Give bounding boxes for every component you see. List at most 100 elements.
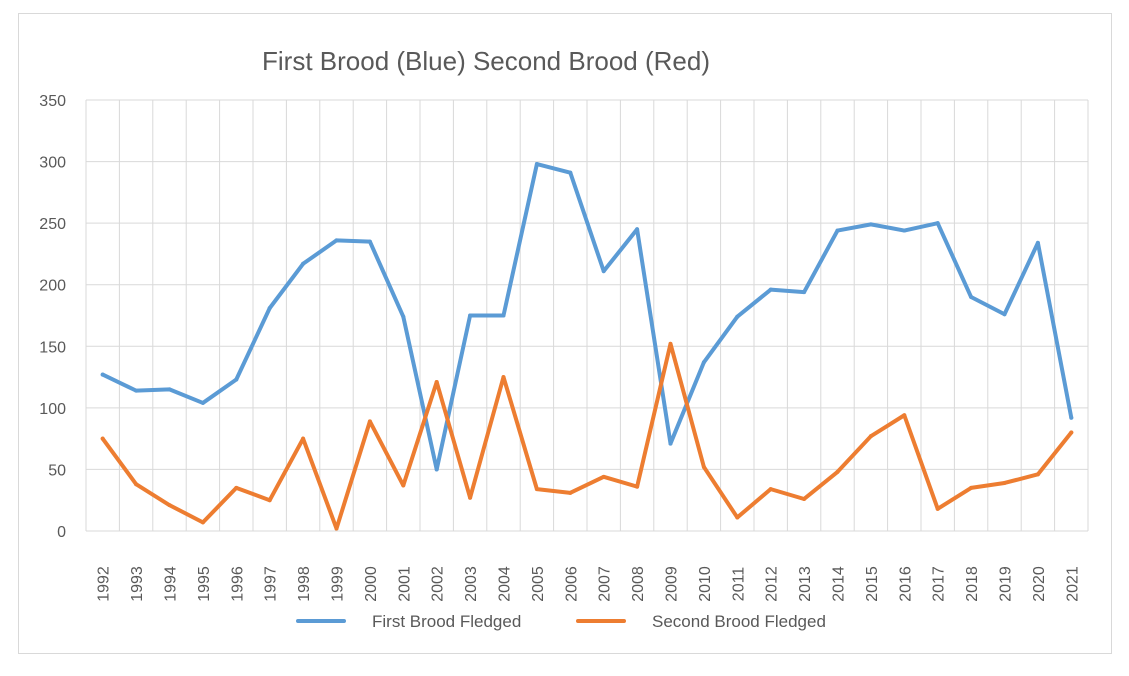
- data-point: [401, 314, 406, 319]
- x-tick-label: 2012: [764, 566, 781, 602]
- data-point: [935, 506, 940, 511]
- legend-item: Second Brood Fledged: [576, 612, 826, 631]
- data-point: [234, 377, 239, 382]
- data-point: [902, 413, 907, 418]
- x-tick-label: 2006: [563, 566, 580, 602]
- data-point: [1069, 415, 1074, 420]
- x-tick-label: 2007: [597, 566, 614, 602]
- data-point: [534, 487, 539, 492]
- x-tick-label: 1992: [96, 566, 113, 602]
- data-point: [601, 474, 606, 479]
- data-point: [134, 388, 139, 393]
- x-tick-label: 2002: [430, 566, 447, 602]
- x-tick-label: 1995: [196, 566, 213, 602]
- data-point: [902, 228, 907, 233]
- data-point: [434, 379, 439, 384]
- x-axis-ticks: 1992 1993 1994 1995 1996 1997 1998 1999 2000 2001…: [96, 566, 1082, 602]
- legend-item: First Brood Fledged: [296, 612, 521, 631]
- data-point: [334, 526, 339, 531]
- x-tick-label: 2015: [864, 566, 881, 602]
- data-point: [835, 469, 840, 474]
- data-point: [802, 290, 807, 295]
- x-tick-label: 2008: [630, 566, 647, 602]
- legend-label: Second Brood Fledged: [652, 612, 826, 631]
- data-point: [234, 485, 239, 490]
- x-tick-label: 2018: [964, 566, 981, 602]
- x-tick-label: 2013: [797, 566, 814, 602]
- x-tick-label: 1996: [229, 566, 246, 602]
- legend: First Brood Fledged Second Brood Fledged: [296, 612, 826, 631]
- series-1: [100, 162, 1074, 472]
- x-tick-label: 1994: [163, 566, 180, 602]
- data-point: [768, 487, 773, 492]
- data-point: [668, 341, 673, 346]
- x-tick-label: 2019: [998, 566, 1015, 602]
- y-tick-label: 250: [39, 216, 66, 233]
- x-tick-label: 2009: [664, 566, 681, 602]
- x-tick-label: 2016: [897, 566, 914, 602]
- data-point: [868, 222, 873, 227]
- x-tick-label: 2000: [363, 566, 380, 602]
- x-tick-label: 2011: [730, 567, 747, 602]
- x-tick-label: 2020: [1031, 566, 1048, 602]
- x-tick-label: 2003: [463, 566, 480, 602]
- data-point: [367, 419, 372, 424]
- data-point: [1035, 472, 1040, 477]
- series-line: [100, 341, 1074, 531]
- series-lines: [100, 162, 1074, 531]
- y-tick-label: 0: [57, 524, 66, 541]
- data-point: [401, 483, 406, 488]
- data-point: [835, 228, 840, 233]
- data-point: [334, 238, 339, 243]
- data-point: [501, 375, 506, 380]
- chart-title: First Brood (Blue) Second Brood (Red): [262, 46, 710, 76]
- data-point: [468, 313, 473, 318]
- y-tick-label: 150: [39, 339, 66, 356]
- x-tick-label: 2001: [396, 566, 413, 602]
- data-point: [635, 484, 640, 489]
- data-point: [267, 306, 272, 311]
- y-tick-label: 200: [39, 278, 66, 295]
- data-point: [701, 464, 706, 469]
- data-point: [301, 436, 306, 441]
- data-point: [167, 387, 172, 392]
- x-tick-label: 1997: [263, 566, 280, 602]
- data-point: [501, 313, 506, 318]
- legend-label: First Brood Fledged: [372, 612, 521, 631]
- data-point: [200, 520, 205, 525]
- data-point: [367, 239, 372, 244]
- data-point: [200, 400, 205, 405]
- data-point: [768, 287, 773, 292]
- data-point: [1035, 240, 1040, 245]
- data-point: [568, 170, 573, 175]
- series-2: [100, 341, 1074, 531]
- data-point: [568, 490, 573, 495]
- data-point: [802, 496, 807, 501]
- y-tick-label: 50: [48, 462, 66, 479]
- data-point: [301, 261, 306, 266]
- data-point: [468, 495, 473, 500]
- chart-frame: [18, 13, 1112, 654]
- data-point: [935, 221, 940, 226]
- data-point: [969, 485, 974, 490]
- data-point: [1002, 312, 1007, 317]
- series-line: [100, 162, 1074, 472]
- data-point: [969, 295, 974, 300]
- data-point: [267, 498, 272, 503]
- x-tick-label: 2021: [1064, 566, 1081, 602]
- x-tick-label: 2014: [831, 566, 848, 602]
- data-point: [735, 314, 740, 319]
- x-tick-label: 1999: [330, 566, 347, 602]
- y-tick-label: 300: [39, 155, 66, 172]
- data-point: [735, 515, 740, 520]
- y-tick-label: 350: [39, 93, 66, 110]
- data-point: [668, 441, 673, 446]
- x-tick-label: 2004: [497, 566, 514, 602]
- y-tick-label: 100: [39, 401, 66, 418]
- data-point: [100, 372, 105, 377]
- data-point: [701, 360, 706, 365]
- data-point: [1002, 480, 1007, 485]
- y-axis-ticks: 0 50 100 150 200 250 300 350: [39, 93, 66, 541]
- data-point: [868, 434, 873, 439]
- data-point: [167, 503, 172, 508]
